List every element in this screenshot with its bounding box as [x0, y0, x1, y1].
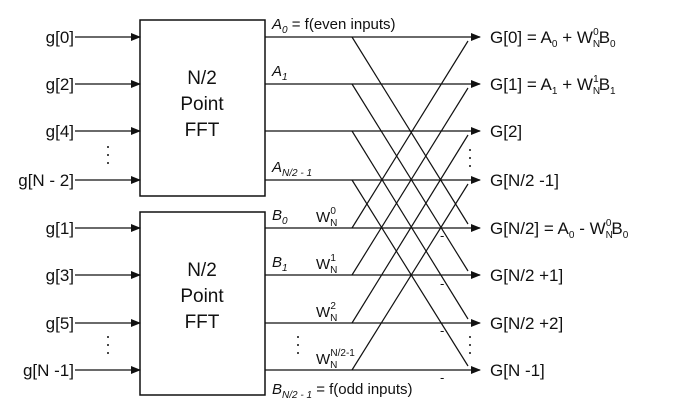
input-gN-2: g[N - 2] — [18, 171, 74, 190]
output-g2: G[2] — [490, 122, 522, 141]
top-box-line1: N/2 — [187, 68, 217, 89]
input-g1: g[1] — [46, 219, 74, 238]
minus-sign: - — [440, 228, 444, 243]
output-gN-1: G[N -1] — [490, 361, 545, 380]
b0-label: B0 — [272, 207, 288, 227]
butterfly-cross-lines — [351, 36, 469, 371]
input-g4: g[4] — [46, 122, 74, 141]
bottom-box-line3: FFT — [185, 312, 220, 333]
bottom-fft-box — [139, 211, 266, 396]
output-g1: G[1] = A1 + WN1B1 — [490, 74, 616, 97]
top-fft-box — [139, 19, 266, 197]
input-g3: g[3] — [46, 266, 74, 285]
twiddle-2: WN2 — [316, 301, 337, 324]
mid-ellipsis-twiddle — [297, 336, 299, 354]
twiddle-3: WNN/2-1 — [316, 348, 355, 371]
twiddle-1: WN1 — [316, 253, 337, 276]
output-gN2-1: G[N/2 -1] — [490, 171, 559, 190]
ah-label: AN/2 - 1 — [271, 159, 312, 179]
input-ellipsis-bottom — [107, 336, 109, 354]
top-box-line2: Point — [180, 94, 224, 115]
bh-label: BN/2 - 1 = f(odd inputs) — [272, 381, 413, 401]
top-box-line3: FFT — [185, 120, 220, 141]
a1-label: A1 — [271, 63, 288, 83]
b1-label: B1 — [272, 254, 288, 274]
minus-sign: - — [440, 276, 444, 291]
minus-sign: - — [440, 370, 444, 385]
output-gN2: G[N/2] = A0 - WN0B0 — [490, 218, 629, 241]
input-g0: g[0] — [46, 28, 74, 47]
a0-label: A0 = f(even inputs) — [271, 16, 396, 36]
twiddle-0: WN0 — [316, 206, 337, 229]
bottom-box-line1: N/2 — [187, 260, 217, 281]
mid-ellipsis-bottom — [469, 336, 471, 354]
input-g2: g[2] — [46, 75, 74, 94]
bottom-box-line2: Point — [180, 286, 224, 307]
output-gN2+1: G[N/2 +1] — [490, 266, 563, 285]
minus-sign: - — [440, 323, 444, 338]
output-g0: G[0] = A0 + WN0B0 — [490, 27, 616, 50]
input-g5: g[5] — [46, 314, 74, 333]
input-gN-1: g[N -1] — [23, 361, 74, 380]
mid-ellipsis-top — [469, 149, 471, 167]
input-ellipsis-top — [107, 146, 109, 164]
output-gN2+2: G[N/2 +2] — [490, 314, 563, 333]
